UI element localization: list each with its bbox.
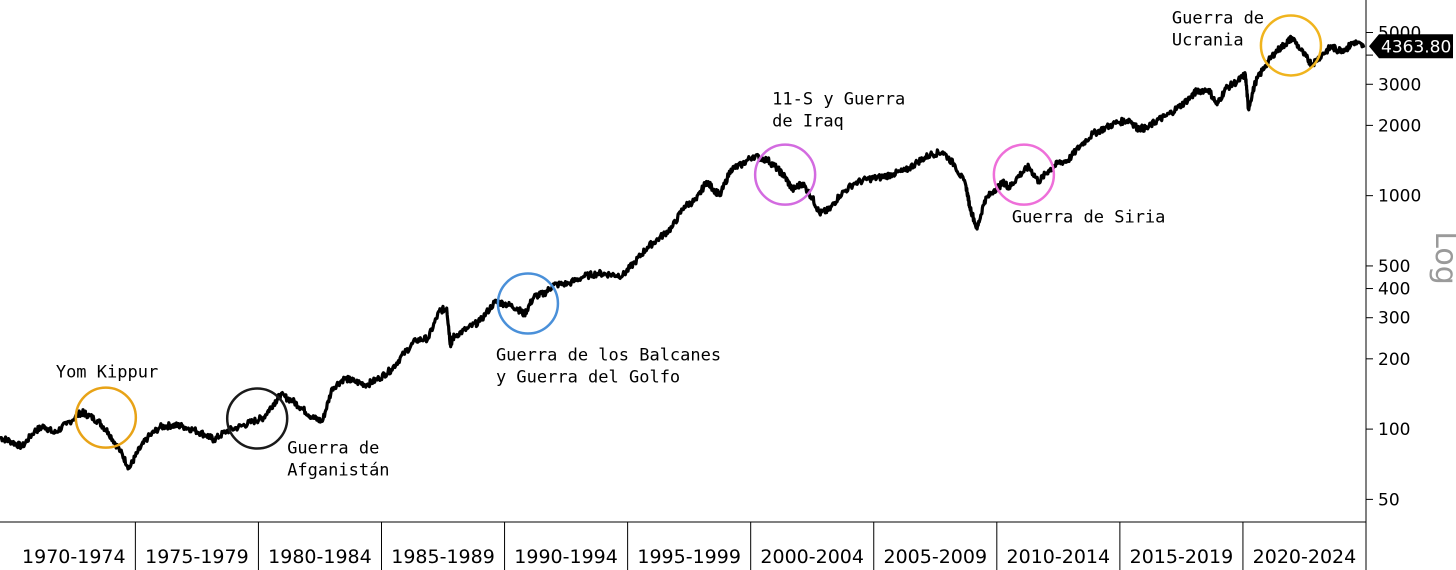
- y-tick-label: 300: [1378, 309, 1410, 329]
- y-scale-note: Log: [1428, 231, 1456, 285]
- period-label: 1990-1994: [514, 546, 618, 568]
- annotation-label: 11-S y Guerra: [772, 90, 905, 110]
- y-tick-label: 50: [1378, 490, 1400, 510]
- last-value-layer: 4363.80: [1369, 34, 1453, 59]
- y-tick-label: 200: [1378, 350, 1410, 370]
- annotation-label: Afganistán: [287, 461, 389, 481]
- y-tick-label: 2000: [1378, 116, 1421, 136]
- y-tick-label: 100: [1378, 420, 1410, 440]
- annotation-circle: [496, 272, 560, 335]
- annotation-circle: [753, 143, 817, 206]
- y-tick-label: 1000: [1378, 187, 1421, 207]
- annotation-label: y Guerra del Golfo: [496, 368, 680, 388]
- annotation-circle: [225, 387, 289, 450]
- annotation-label: Guerra de: [1172, 8, 1264, 28]
- period-label: 1985-1989: [391, 546, 495, 568]
- period-label: 1975-1979: [145, 546, 249, 568]
- annotation-circle: [1259, 14, 1323, 77]
- annotation-label: Ucrania: [1172, 30, 1244, 50]
- annotation-label: de Iraq: [772, 112, 844, 132]
- annotation-circle: [74, 386, 138, 449]
- y-tick-label: 400: [1378, 280, 1410, 300]
- y-tick-label: 3000: [1378, 75, 1421, 95]
- annotation-label: Guerra de los Balcanes: [496, 346, 721, 366]
- last-value-label: 4363.80: [1381, 37, 1451, 57]
- annotation-label: Guerra de: [287, 439, 379, 459]
- period-label: 2005-2009: [883, 546, 987, 568]
- period-label: 1995-1999: [637, 546, 741, 568]
- period-label: 2000-2004: [760, 546, 864, 568]
- period-label: 2010-2014: [1007, 546, 1111, 568]
- period-label: 1970-1974: [22, 546, 126, 568]
- y-tick-label: 500: [1378, 257, 1410, 277]
- last-value-flag: [1369, 34, 1453, 59]
- period-label: 1980-1984: [268, 546, 372, 568]
- period-label: 2015-2019: [1130, 546, 1234, 568]
- period-label: 2020-2024: [1253, 546, 1357, 568]
- series-line: [0, 34, 1366, 471]
- annotation-label: Guerra de Siria: [1012, 208, 1166, 228]
- series-layer: [0, 34, 1366, 471]
- annotation-circle: [992, 143, 1056, 206]
- annotation-label: Yom Kippur: [56, 363, 158, 383]
- period-axis: 1970-1974 1975-1979 1980-1984 1985-1989 1990…: [0, 521, 1367, 570]
